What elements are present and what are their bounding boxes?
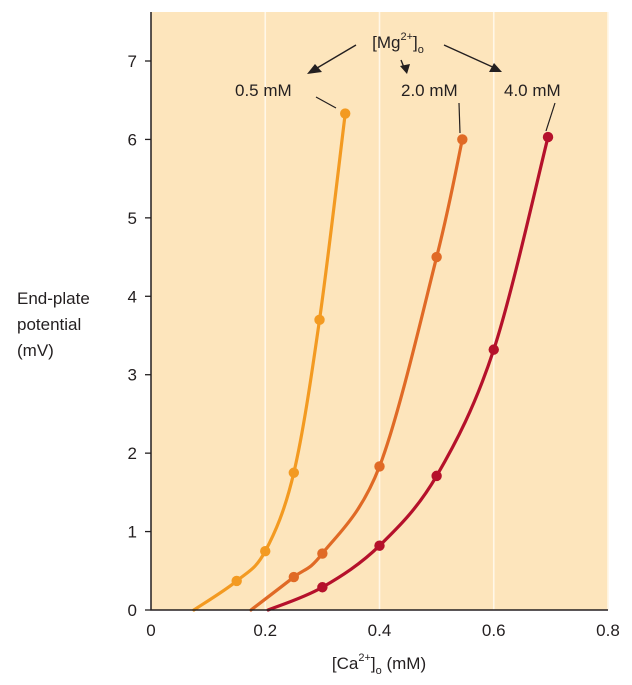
arrowhead-2.0mM xyxy=(400,64,410,74)
series-label-4.0mM: 4.0 mM xyxy=(504,81,561,100)
data-point-s2-3 xyxy=(488,344,499,355)
leader-line-0.5mM xyxy=(315,96,337,109)
series-label-2.0mM: 2.0 mM xyxy=(401,81,458,100)
data-point-s0-3 xyxy=(314,314,325,326)
y-axis-title-line-3: (mV) xyxy=(17,341,54,360)
data-point-s1-2 xyxy=(374,461,385,472)
y-tick-label-5: 5 xyxy=(128,209,137,228)
x-axis-title-close: ] xyxy=(371,654,376,673)
y-axis-title: End-plate potential (mV) xyxy=(17,289,95,360)
grid-lines xyxy=(264,12,609,610)
data-point-s1-4 xyxy=(457,134,468,145)
data-point-s1-0 xyxy=(288,571,300,583)
x-tick-label-0: 0 xyxy=(146,621,155,640)
y-tick-label-7: 7 xyxy=(128,52,137,71)
data-point-s1-1 xyxy=(317,548,328,559)
y-axis-title-line-1: End-plate xyxy=(17,289,90,308)
x-axis-title: [Ca2+]o (mM) xyxy=(332,652,426,677)
data-point-s2-4 xyxy=(542,131,554,143)
data-point-s0-1 xyxy=(260,545,271,557)
x-tick-label-0.4: 0.4 xyxy=(368,621,392,640)
x-axis-title-sup: 2+ xyxy=(358,652,371,664)
x-tick-labels: 0 0.2 0.4 0.6 0.8 xyxy=(146,621,620,640)
y-tick-label-1: 1 xyxy=(128,523,137,542)
data-point-s2-0 xyxy=(317,582,328,593)
data-point-s0-2 xyxy=(288,467,300,478)
y-tick-labels: 0 1 2 3 4 5 6 7 xyxy=(128,52,151,620)
legend-arrows xyxy=(307,44,502,74)
y-tick-label-3: 3 xyxy=(128,366,137,385)
y-tick-label-4: 4 xyxy=(128,287,137,306)
data-point-s1-3 xyxy=(431,251,442,263)
axes xyxy=(150,12,608,611)
y-tick-label-0: 0 xyxy=(128,601,137,620)
data-point-s0-0 xyxy=(231,575,242,587)
data-points xyxy=(231,108,554,593)
y-tick-label-2: 2 xyxy=(128,444,137,463)
x-axis-title-sub: o xyxy=(376,665,382,677)
x-axis-title-main: [Ca xyxy=(332,654,359,673)
y-tick-label-6: 6 xyxy=(128,130,137,149)
y-axis-title-line-2: potential xyxy=(17,315,81,334)
data-point-s0-4 xyxy=(340,108,351,119)
legend-title-sup: 2+ xyxy=(400,31,413,43)
legend-title-sub: o xyxy=(418,44,424,56)
arrow-to-4.0mM xyxy=(443,44,498,70)
x-axis-title-unit: (mM) xyxy=(382,654,426,673)
arrowhead-0.5mM xyxy=(307,64,322,74)
leader-line-4.0mM xyxy=(545,102,556,132)
leader-line-2.0mM xyxy=(458,102,461,134)
data-point-s2-1 xyxy=(374,540,385,551)
arrow-to-0.5mM xyxy=(311,44,357,72)
legend-title-main: [Mg xyxy=(372,33,400,52)
x-tick-label-0.8: 0.8 xyxy=(596,621,620,640)
data-point-s2-2 xyxy=(431,470,442,482)
legend-title: [Mg2+]o xyxy=(372,31,424,56)
legend-title-close: ] xyxy=(413,33,418,52)
arrowhead-4.0mM xyxy=(489,63,502,72)
x-tick-label-0.2: 0.2 xyxy=(253,621,277,640)
leader-lines xyxy=(315,96,556,134)
series-label-0.5mM: 0.5 mM xyxy=(235,81,292,100)
x-tick-label-0.6: 0.6 xyxy=(482,621,506,640)
